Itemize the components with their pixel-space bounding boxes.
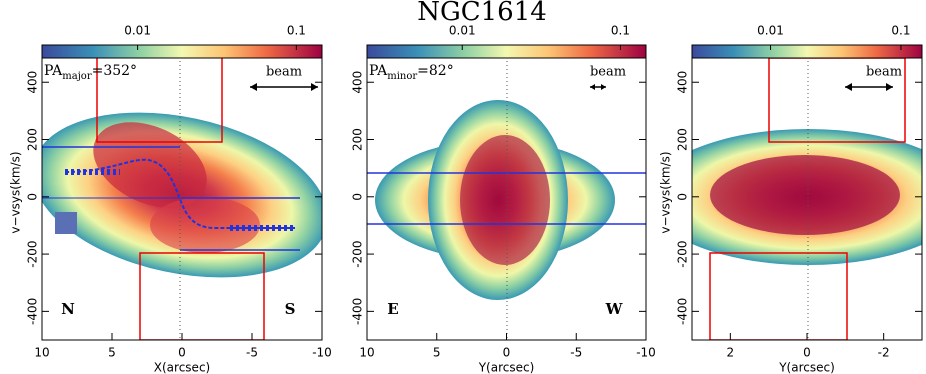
y-tick-label: 0: [676, 193, 690, 201]
x-tick-label: 10: [359, 346, 374, 360]
y-tick-label: -200: [676, 240, 690, 267]
y-tick-label: 200: [676, 128, 690, 151]
x-tick-label: 5: [433, 346, 441, 360]
y-tick-label: 0: [351, 193, 365, 201]
y-tick-label: 200: [26, 128, 40, 151]
x-tick-label: -10: [312, 346, 332, 360]
position-angle-part: =352°: [92, 63, 137, 79]
x-axis-label: Y(arcsec): [778, 361, 835, 374]
y-tick-label: -200: [351, 240, 365, 267]
emission-map: [42, 45, 322, 340]
y-tick-label: 400: [676, 71, 690, 94]
x-tick-label: 0: [803, 346, 811, 360]
position-angle-part: PA: [369, 63, 388, 79]
colorbar: [41, 44, 323, 59]
position-angle-part: PA: [44, 63, 63, 79]
beam-label: beam: [590, 65, 626, 80]
y-tick-label: 400: [26, 71, 40, 94]
beam-label: beam: [266, 65, 302, 80]
x-tick-label: 0: [178, 346, 186, 360]
figure-title: NGC1614: [417, 0, 547, 27]
position-angle-part: minor: [387, 71, 417, 82]
colorbar-tick-label: 0.1: [611, 24, 630, 38]
colorbar-tick-label: 0.1: [287, 24, 306, 38]
beam-label: beam: [866, 65, 902, 80]
colorbar-tick-label: 0.1: [891, 24, 910, 38]
direction-label: W: [605, 300, 624, 318]
x-tick-label: 5: [108, 346, 116, 360]
emission-map: [367, 45, 646, 340]
x-tick-label: -2: [878, 346, 890, 360]
direction-label: S: [285, 300, 296, 318]
emission-map: [692, 45, 922, 340]
x-axis-label: X(arcsec): [154, 361, 210, 374]
colorbar: [366, 44, 647, 59]
y-tick-label: -200: [26, 240, 40, 267]
direction-label: E: [387, 300, 398, 318]
y-tick-label: -400: [26, 298, 40, 325]
x-tick-label: -10: [636, 346, 656, 360]
y-tick-label: 0: [26, 193, 40, 201]
position-angle-part: major: [62, 71, 92, 82]
colorbar: [691, 44, 923, 59]
colorbar-tick-label: 0.01: [124, 24, 151, 38]
colorbar-tick-label: 0.01: [757, 24, 784, 38]
colorbar-tick-label: 0.01: [449, 24, 476, 38]
x-tick-label: -5: [246, 346, 258, 360]
x-tick-label: -5: [570, 346, 582, 360]
y-tick-label: -400: [351, 298, 365, 325]
x-tick-label: 0: [503, 346, 511, 360]
y-tick-label: 200: [351, 128, 365, 151]
x-tick-label: 10: [34, 346, 49, 360]
y-tick-label: 400: [351, 71, 365, 94]
position-angle-part: =82°: [417, 63, 454, 79]
x-tick-label: 2: [727, 346, 735, 360]
y-axis-label: v−vsys(km/s): [9, 151, 23, 233]
x-axis-label: Y(arcsec): [478, 361, 535, 374]
y-tick-label: -400: [676, 298, 690, 325]
direction-label: N: [61, 300, 75, 318]
position-angle: PAminor=82°: [369, 63, 454, 82]
y-axis-label: v−vsys(km/s): [659, 151, 673, 233]
position-angle: PAmajor=352°: [44, 63, 137, 82]
